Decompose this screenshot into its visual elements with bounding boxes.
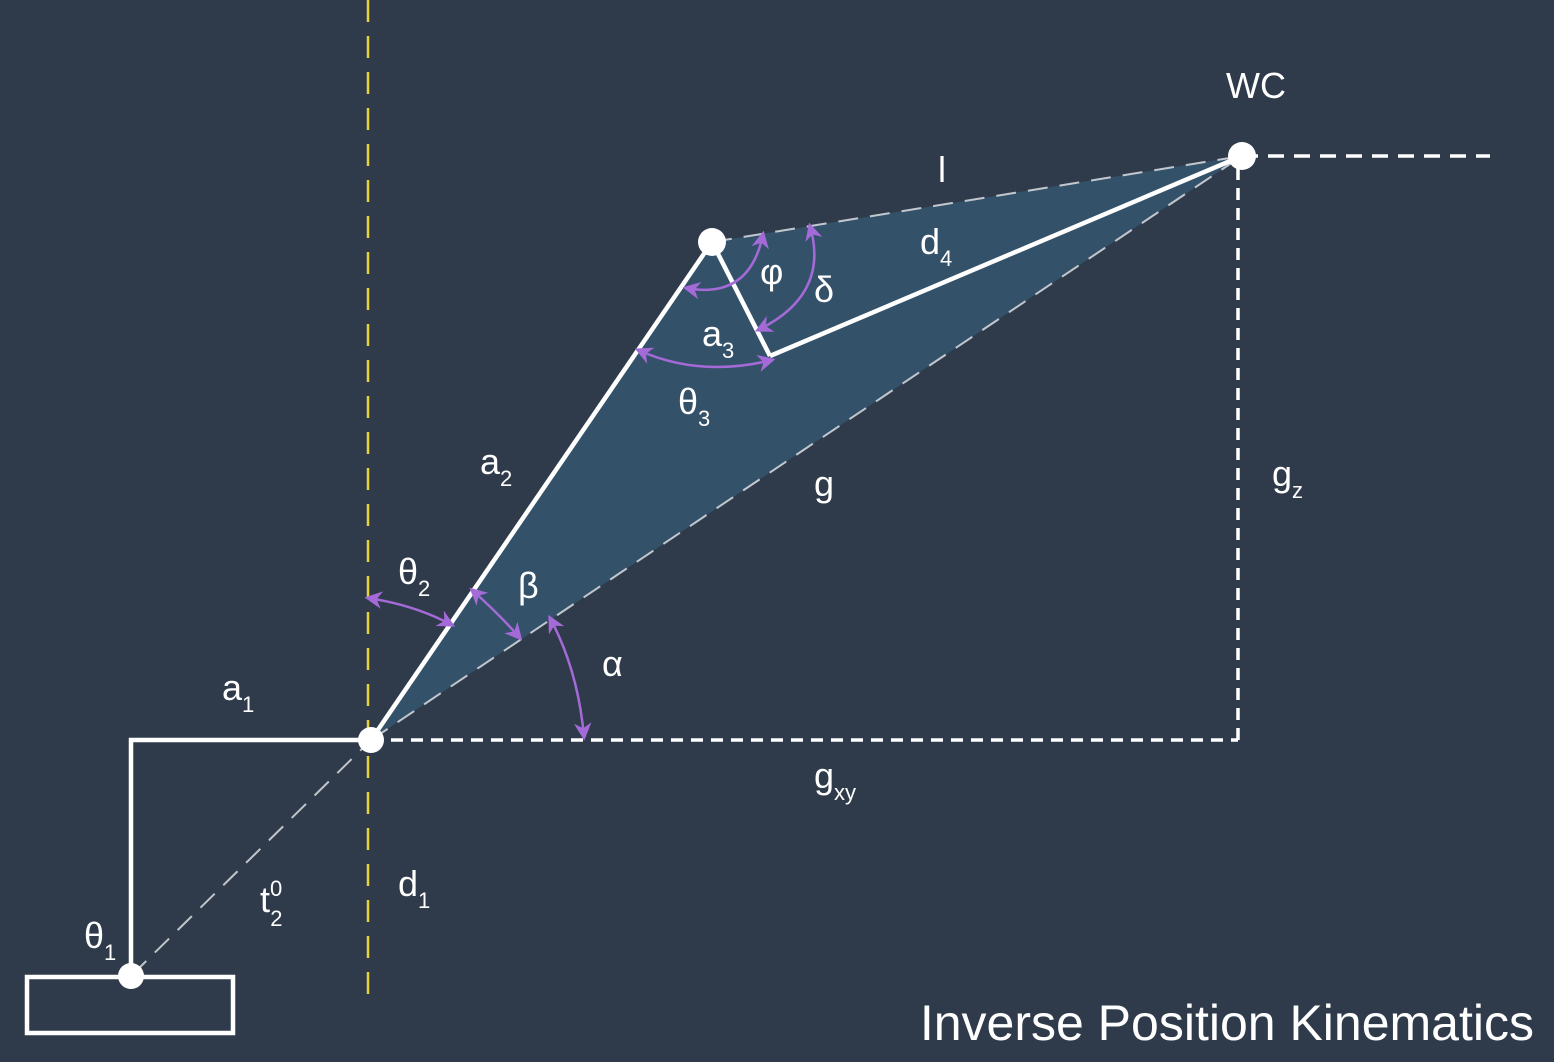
theta3-arc bbox=[634, 347, 776, 372]
joint-2 bbox=[358, 727, 384, 753]
t02-line bbox=[131, 739, 372, 976]
label-gxy: gxy bbox=[814, 755, 856, 805]
joint-3 bbox=[698, 228, 726, 256]
label-delta: δ bbox=[814, 269, 834, 310]
alpha-arc bbox=[548, 614, 592, 741]
beta-arc bbox=[469, 587, 523, 641]
l-distance-line bbox=[711, 155, 1243, 243]
label-theta1: θ1 bbox=[84, 915, 116, 965]
label-a3: a3 bbox=[702, 313, 734, 363]
diagram-title: Inverse Position Kinematics bbox=[920, 995, 1534, 1051]
label-beta: β bbox=[518, 565, 539, 606]
label-d4: d4 bbox=[920, 221, 952, 271]
label-t02: t0 2 bbox=[260, 876, 283, 931]
label-theta3: θ3 bbox=[678, 381, 710, 431]
link-a1 bbox=[128, 737, 371, 975]
g-distance-line bbox=[370, 155, 1243, 741]
wc-label: WC bbox=[1226, 65, 1286, 106]
label-l: l bbox=[938, 149, 946, 190]
delta-arc bbox=[754, 222, 823, 332]
label-d1: d1 bbox=[398, 863, 430, 913]
wrist-center-point bbox=[1228, 142, 1256, 170]
label-alpha: α bbox=[602, 643, 623, 684]
label-theta2: θ2 bbox=[398, 551, 430, 601]
theta2-arc bbox=[364, 591, 456, 627]
label-phi: φ bbox=[760, 251, 783, 292]
label-g: g bbox=[814, 463, 834, 504]
link-d4 bbox=[769, 153, 1243, 359]
label-a1: a1 bbox=[222, 667, 254, 717]
label-gz: gz bbox=[1272, 453, 1303, 503]
label-a2: a2 bbox=[480, 441, 512, 491]
joint-1 bbox=[118, 963, 144, 989]
link-a2 bbox=[369, 240, 714, 742]
